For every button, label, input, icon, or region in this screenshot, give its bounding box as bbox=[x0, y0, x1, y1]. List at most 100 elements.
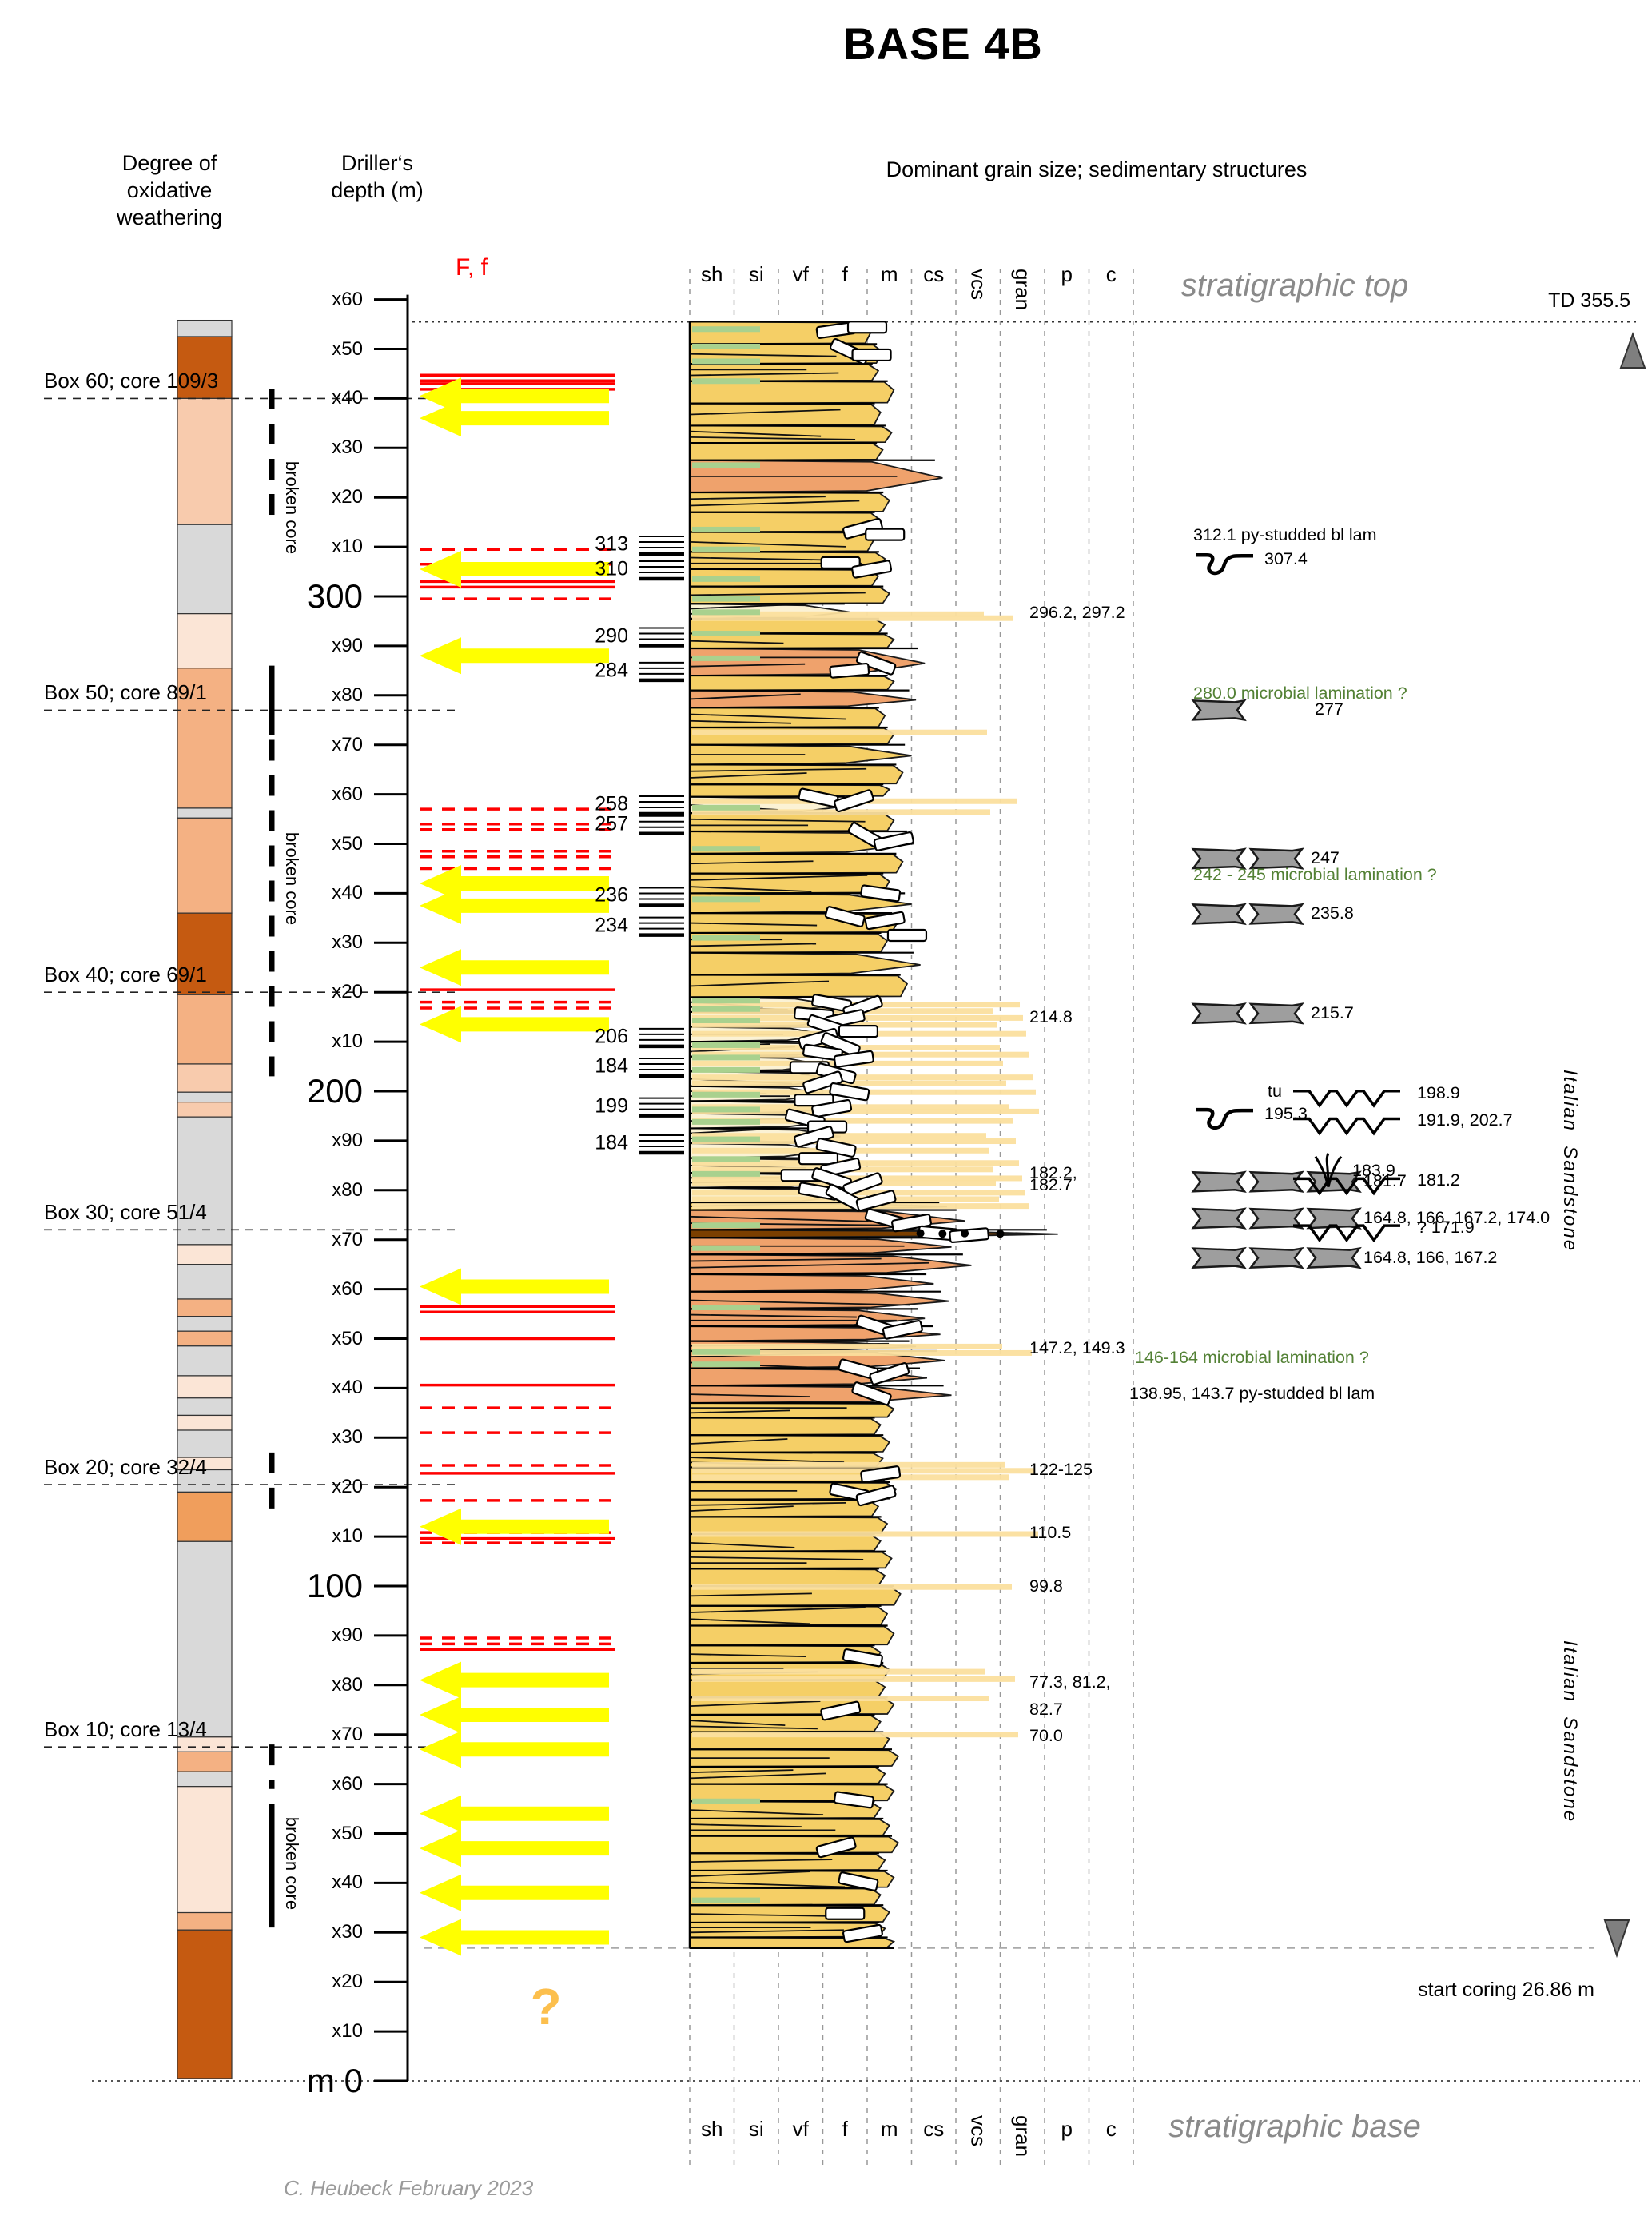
bed-lamina bbox=[689, 640, 784, 644]
green-microbial-tick bbox=[692, 526, 760, 532]
bed-lamina bbox=[689, 353, 837, 357]
total-depth-label: TD 355.5 bbox=[1548, 289, 1630, 312]
sample-number-label: 284 bbox=[595, 659, 628, 682]
grainsize-label-top: si bbox=[748, 262, 764, 286]
depth-label-ten: x40 bbox=[332, 882, 363, 904]
weathering-segment bbox=[177, 524, 233, 615]
bed-lamina bbox=[689, 1393, 810, 1398]
bed-lamina bbox=[689, 1313, 857, 1318]
mudchip-icon bbox=[1191, 903, 1247, 926]
green-microbial-tick bbox=[692, 846, 760, 852]
flow-direction-arrow bbox=[420, 1661, 609, 1699]
depth-label-ten: x90 bbox=[332, 1624, 363, 1646]
bed-lamina bbox=[689, 372, 839, 377]
weathering-segment bbox=[177, 1469, 233, 1493]
depth-label-ten: x20 bbox=[332, 981, 363, 1003]
bed-lamina bbox=[689, 1913, 842, 1917]
depth-label-ten: x80 bbox=[332, 1673, 363, 1696]
broken-core-label: broken core bbox=[282, 460, 302, 554]
weathering-segment bbox=[177, 1786, 233, 1914]
rip-up-clast bbox=[891, 1213, 932, 1233]
depth-label-ten: x40 bbox=[332, 1871, 363, 1894]
sample-number-label: 236 bbox=[595, 883, 628, 907]
depth-annotation: 70.0 bbox=[1029, 1725, 1063, 1745]
rip-up-clast bbox=[834, 789, 874, 813]
weathering-segment bbox=[177, 1540, 233, 1738]
marker-band bbox=[692, 1190, 1025, 1196]
grainsize-label-bottom: sh bbox=[701, 2117, 723, 2141]
load-cast-icon bbox=[1196, 1107, 1253, 1130]
water-escape-icon bbox=[1314, 1152, 1343, 1188]
green-microbial-tick bbox=[692, 1349, 760, 1355]
scour-zigzag-icon bbox=[1293, 1177, 1400, 1196]
bed-lamina bbox=[689, 496, 826, 500]
formation-name-label: Italian Sandstone bbox=[1559, 1640, 1581, 1823]
marker-band bbox=[692, 1696, 989, 1702]
depth-label-ten: x60 bbox=[332, 288, 363, 310]
green-microbial-tick bbox=[692, 630, 760, 636]
weathering-segment bbox=[177, 1091, 233, 1103]
weathering-segment bbox=[177, 1771, 233, 1788]
depth-label-ten: x30 bbox=[332, 1921, 363, 1943]
grainsize-label-bottom: vcs bbox=[966, 2115, 991, 2146]
bed-lamina bbox=[689, 1823, 802, 1828]
bed-lamina bbox=[689, 1871, 810, 1878]
rip-up-clast bbox=[855, 1485, 897, 1507]
flow-direction-arrow bbox=[420, 1508, 609, 1545]
weathering-segment bbox=[177, 336, 233, 399]
marker-band bbox=[692, 1108, 1039, 1114]
bed-lamina bbox=[689, 541, 846, 548]
depth-label-ten: x20 bbox=[332, 486, 363, 508]
bed-S bbox=[689, 689, 917, 709]
bed-Y bbox=[689, 675, 895, 692]
bed-lamina bbox=[689, 922, 818, 927]
uncertainty-question-mark: ? bbox=[530, 1978, 562, 2036]
mudchip-icon bbox=[1191, 1246, 1247, 1269]
weathering-segment bbox=[177, 994, 233, 1065]
rip-up-clast bbox=[855, 1190, 897, 1212]
marker-band bbox=[692, 809, 990, 815]
green-microbial-tick bbox=[692, 609, 760, 616]
mudchip-depth-label: 235.8 bbox=[1311, 903, 1354, 923]
bed-Y bbox=[689, 1835, 900, 1855]
bed-lamina bbox=[689, 1720, 786, 1727]
green-microbial-tick bbox=[692, 1222, 760, 1229]
depth-annotation: 182.2, bbox=[1029, 1162, 1077, 1182]
mudchip-icon bbox=[1248, 1246, 1304, 1269]
bed-S bbox=[689, 1385, 952, 1404]
flow-direction-arrow bbox=[420, 1696, 609, 1733]
depth-label-ten: x70 bbox=[332, 1723, 363, 1745]
rip-up-clast bbox=[860, 884, 902, 903]
sample-number-label: 184 bbox=[595, 1054, 628, 1078]
depth-label-ten: x10 bbox=[332, 536, 363, 558]
grainsize-label-bottom: p bbox=[1061, 2117, 1073, 2141]
weathering-segment bbox=[177, 1751, 233, 1772]
mudchip-icon bbox=[1306, 1246, 1362, 1269]
bed-lamina bbox=[689, 1769, 794, 1774]
bed-Y bbox=[689, 1568, 886, 1587]
flow-direction-arrow bbox=[420, 377, 609, 415]
bed-lamina bbox=[689, 1929, 844, 1934]
marker-band bbox=[692, 1133, 986, 1139]
scour-zigzag-icon bbox=[1293, 1090, 1400, 1108]
bed-lamina bbox=[689, 1438, 788, 1445]
rip-up-clast bbox=[824, 906, 866, 927]
green-microbial-tick bbox=[692, 1245, 760, 1251]
scour-depth-label: 191.9, 202.7 bbox=[1417, 1110, 1513, 1130]
broken-core-label: broken core bbox=[282, 831, 302, 925]
depth-annotation: 99.8 bbox=[1029, 1576, 1063, 1596]
weathering-segment bbox=[177, 912, 233, 995]
bed-lamina bbox=[689, 943, 817, 947]
depth-label-ten: x60 bbox=[332, 1277, 363, 1300]
sample-number-label: 257 bbox=[595, 812, 628, 835]
rip-up-clast bbox=[842, 517, 883, 540]
depth-axis-header: Driller‘s depth (m) bbox=[331, 151, 424, 202]
depth-annotation: 182.7 bbox=[1029, 1175, 1073, 1195]
mudchip-icon bbox=[1248, 847, 1304, 870]
rip-up-clast bbox=[833, 1791, 874, 1809]
bed-lamina bbox=[689, 1501, 846, 1506]
mudchip-depth-label: 164.8, 166, 167.2 bbox=[1363, 1247, 1498, 1267]
bed-lamina bbox=[689, 713, 846, 720]
bed-lamina bbox=[689, 1881, 846, 1888]
depth-label-ten: x90 bbox=[332, 1129, 363, 1151]
